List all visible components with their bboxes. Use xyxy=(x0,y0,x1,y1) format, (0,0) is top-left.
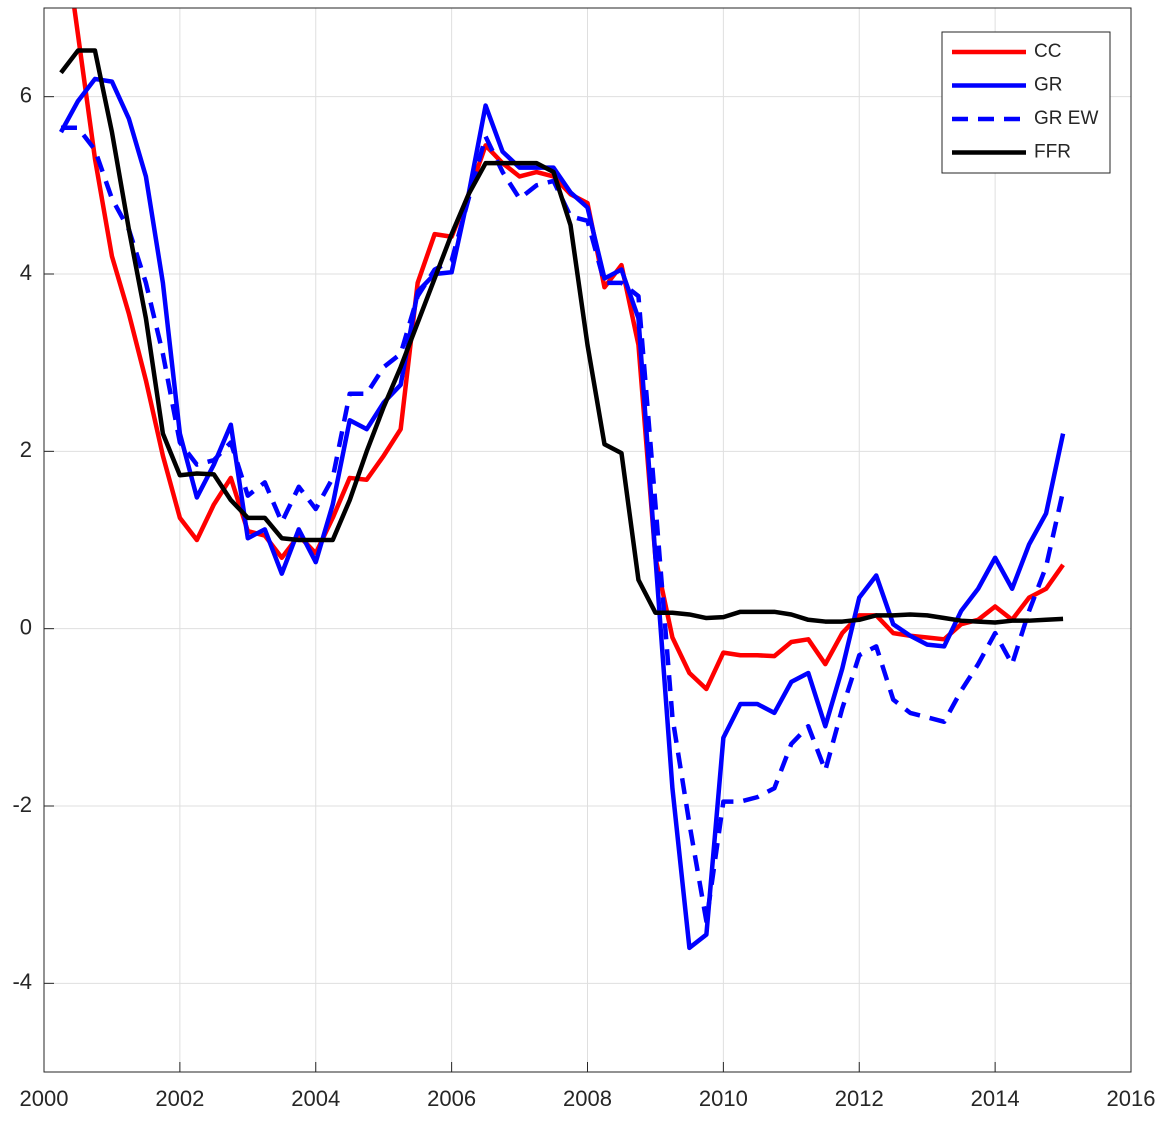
y-tick-label: -2 xyxy=(12,792,32,817)
y-tick-label: 4 xyxy=(20,260,32,285)
legend-label: GR EW xyxy=(1034,108,1098,129)
y-tick-label: 2 xyxy=(20,437,32,462)
x-tick-label: 2002 xyxy=(155,1086,204,1111)
x-tick-label: 2014 xyxy=(971,1086,1020,1111)
x-tick-label: 2000 xyxy=(20,1086,69,1111)
y-tick-label: -4 xyxy=(12,969,32,994)
legend-box xyxy=(941,31,1111,174)
series-line xyxy=(59,48,1064,625)
series-line xyxy=(72,8,1065,692)
x-tick-label: 2004 xyxy=(291,1086,340,1111)
legend-label: GR xyxy=(1034,75,1063,96)
legend-label: FFR xyxy=(1034,142,1071,163)
x-tick-label: 2016 xyxy=(1107,1086,1156,1111)
x-tick-label: 2008 xyxy=(563,1086,612,1111)
y-tick-label: 6 xyxy=(20,82,32,107)
series-line xyxy=(60,125,1066,924)
y-tick-label: 0 xyxy=(20,614,32,639)
legend-label: CC xyxy=(1034,41,1061,62)
x-tick-label: 2012 xyxy=(835,1086,884,1111)
x-tick-label: 2010 xyxy=(699,1086,748,1111)
x-tick-label: 2006 xyxy=(427,1086,476,1111)
series-line xyxy=(59,76,1066,951)
